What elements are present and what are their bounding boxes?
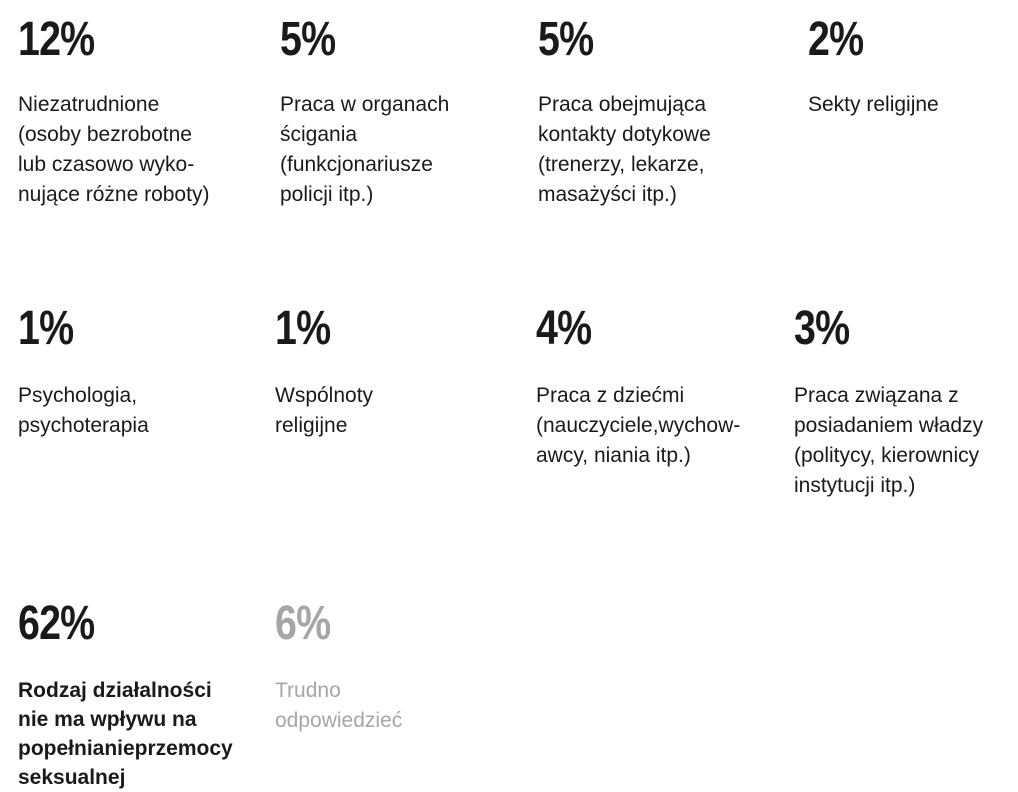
stat-label: Rodzaj działalności nie ma wpływu na pop… [18,679,233,789]
stat-percent: 1% [275,302,331,355]
stat-hard-to-say: 6% Trudno odpowiedzieć [275,600,505,736]
stat-percent: 5% [538,13,594,66]
stat-label: Praca obejmująca kontakty dotykowe (tren… [538,93,711,206]
stat-label: Praca związana z posiadaniem władzy (pol… [794,384,984,497]
stat-unemployed: 12% Niezatrudnione (osoby bezrobotne lub… [18,16,248,210]
stat-percent: 1% [18,302,74,355]
stat-label: Niezatrudnione (osoby bezrobotne lub cza… [18,93,210,206]
stat-label: Trudno odpowiedzieć [275,679,403,732]
stat-label: Psychologia, psychoterapia [18,384,149,437]
stat-physical-contact-work: 5% Praca obejmująca kontakty dotykowe (t… [538,16,778,210]
stat-religious-sects: 2% Sekty religijne [808,16,1008,120]
stat-percent: 62% [18,597,95,650]
stat-percent: 12% [18,13,95,66]
stat-work-with-children: 4% Praca z dziećmi (nauczyciele,wychow- … [536,305,781,471]
stat-percent: 4% [536,302,592,355]
stat-percent: 2% [808,13,864,66]
stat-percent: 3% [794,302,850,355]
stat-religious-communities: 1% Wspólnoty religijne [275,305,505,441]
stat-no-influence: 62% Rodzaj działalności nie ma wpływu na… [18,600,258,792]
stat-psychology: 1% Psychologia, psychoterapia [18,305,248,441]
stat-law-enforcement: 5% Praca w organach ścigania (funkcjonar… [280,16,510,210]
stat-label: Praca z dziećmi (nauczyciele,wychow- awc… [536,384,741,467]
stat-label: Sekty religijne [808,93,939,116]
stat-label: Praca w organach ścigania (funkcjonarius… [280,93,450,206]
stat-power-positions: 3% Praca związana z posiadaniem władzy (… [794,305,1018,501]
stat-percent: 5% [280,13,336,66]
stat-label: Wspólnoty religijne [275,384,374,437]
stat-percent: 6% [275,597,331,650]
